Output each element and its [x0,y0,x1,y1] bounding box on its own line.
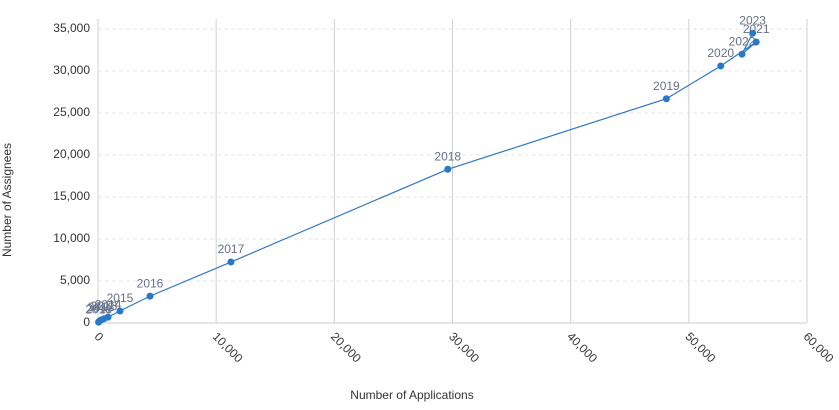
x-tick-label: 10,000 [210,329,246,365]
y-tick-label: 20,000 [53,147,90,161]
x-tick-label: 60,000 [801,329,837,365]
point-label: 2018 [434,149,461,163]
point [662,95,670,103]
y-tick-label: 30,000 [53,63,90,77]
point-label: 2017 [218,242,245,256]
point [752,38,760,46]
y-tick-label: 5,000 [60,273,90,287]
x-tick-label: 40,000 [564,329,600,365]
point [227,258,235,266]
point-label: 2010 [85,302,112,316]
x-axis-title: Number of Applications [350,388,473,402]
point-label: 2022 [729,34,756,48]
point [104,313,112,321]
point-label: 2011 [86,301,112,315]
point-label: 2019 [653,79,680,93]
point [738,50,746,58]
y-tick-label: 10,000 [53,231,90,245]
point-label: 2015 [107,291,134,305]
point-label: 2020 [707,46,734,60]
x-tick-label: 50,000 [682,329,718,365]
x-tick-label: 20,000 [328,329,364,365]
point-label: 2023 [739,13,766,27]
y-tick-label: 35,000 [53,21,90,35]
line [98,32,757,323]
point [116,307,124,315]
point [146,292,154,300]
point [749,29,757,37]
y-tick-label: 15,000 [53,189,90,203]
point [717,62,725,70]
point-label: 2013 [91,299,118,313]
point-label: 2012 [88,300,115,314]
x-tick-label: 0 [92,329,107,344]
point [444,165,452,173]
x-tick-label: 30,000 [446,329,482,365]
point-label: 2014 [95,297,122,311]
y-tick-label: 0 [83,315,90,329]
point-label: 2016 [137,276,164,290]
y-tick-label: 25,000 [53,105,90,119]
y-axis-title: Number of Assignees [0,143,14,257]
